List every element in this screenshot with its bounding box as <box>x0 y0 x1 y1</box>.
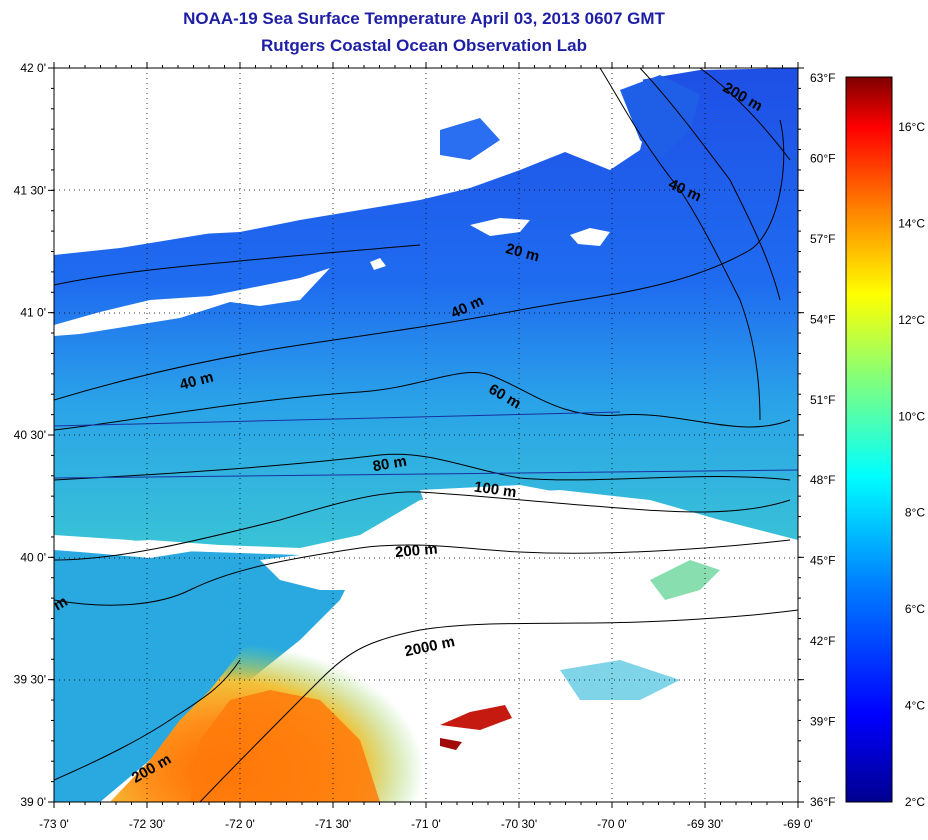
lat-tick-label: 39 0' <box>20 795 46 809</box>
celsius-tick-label: 8°C <box>905 506 925 520</box>
isobath-lines <box>54 68 798 802</box>
lon-tick-label: -72 0' <box>225 817 255 831</box>
fahrenheit-tick-label: 63°F <box>810 71 835 85</box>
latitude-axis: 42 0' 41 30' 41 0' 40 30' 40 0' 39 30' 39 0' <box>14 61 804 809</box>
lon-tick-label: -70 0' <box>597 817 627 831</box>
contour-label-80m: 80 m <box>371 453 408 476</box>
fahrenheit-tick-label: 39°F <box>810 715 835 729</box>
lat-tick-label: 41 0' <box>20 306 46 320</box>
contour-label-100m: 100 m <box>473 478 517 501</box>
celsius-tick-label: 12°C <box>898 313 925 327</box>
contour-label-200m-center: 200 m <box>394 541 438 562</box>
chart-subtitle: Rutgers Coastal Ocean Observation Lab <box>261 36 587 55</box>
lon-tick-label: -71 0' <box>411 817 441 831</box>
lon-tick-label: -73 0' <box>39 817 69 831</box>
lat-tick-label: 42 0' <box>20 61 46 75</box>
celsius-tick-label: 6°C <box>905 602 925 616</box>
lon-tick-label: -72 30' <box>129 817 165 831</box>
lon-tick-label: -71 30' <box>315 817 351 831</box>
fahrenheit-tick-label: 54°F <box>810 312 835 326</box>
fahrenheit-tick-label: 60°F <box>810 151 835 165</box>
sst-field: 200 m 40 m 20 m 40 m 40 m 60 m 80 m 100 … <box>54 68 798 802</box>
lat-tick-label: 40 30' <box>14 428 46 442</box>
lon-tick-label: -70 30' <box>501 817 537 831</box>
grid-lines <box>54 68 798 802</box>
colorbar <box>845 76 893 803</box>
lat-tick-label: 41 30' <box>14 183 46 197</box>
fahrenheit-tick-label: 45°F <box>810 554 835 568</box>
land-long-island <box>54 268 330 336</box>
longitude-axis: -73 0' -72 30' -72 0' -71 30' -71 0' -70 30' -… <box>39 62 813 831</box>
fahrenheit-tick-label: 57°F <box>810 232 835 246</box>
celsius-axis: 16°C 14°C 12°C 10°C 8°C 6°C 4°C 2°C <box>898 120 925 809</box>
lon-tick-label: -69 0' <box>783 817 813 831</box>
fahrenheit-tick-label: 42°F <box>810 634 835 648</box>
land-block-island <box>370 258 386 270</box>
fahrenheit-tick-label: 51°F <box>810 393 835 407</box>
land-cape-cod <box>520 68 650 170</box>
land-marthas-vineyard <box>470 218 530 236</box>
lat-tick-label: 40 0' <box>20 550 46 564</box>
celsius-tick-label: 16°C <box>898 120 925 134</box>
land-nantucket <box>570 228 610 246</box>
lat-tick-label: 39 30' <box>14 673 46 687</box>
fahrenheit-axis: 63°F 60°F 57°F 54°F 51°F 48°F 45°F 42°F 39°F 36°F <box>810 71 835 809</box>
fahrenheit-tick-label: 36°F <box>810 795 835 809</box>
slope-water <box>54 545 360 802</box>
lon-tick-label: -69 30' <box>687 817 723 831</box>
celsius-tick-label: 10°C <box>898 409 925 423</box>
land-connecticut-ri <box>54 68 610 252</box>
celsius-tick-label: 2°C <box>905 795 925 809</box>
chart-title: NOAA-19 Sea Surface Temperature April 03… <box>183 9 665 28</box>
fahrenheit-tick-label: 48°F <box>810 473 835 487</box>
celsius-tick-label: 14°C <box>898 216 925 230</box>
celsius-tick-label: 4°C <box>905 699 925 713</box>
